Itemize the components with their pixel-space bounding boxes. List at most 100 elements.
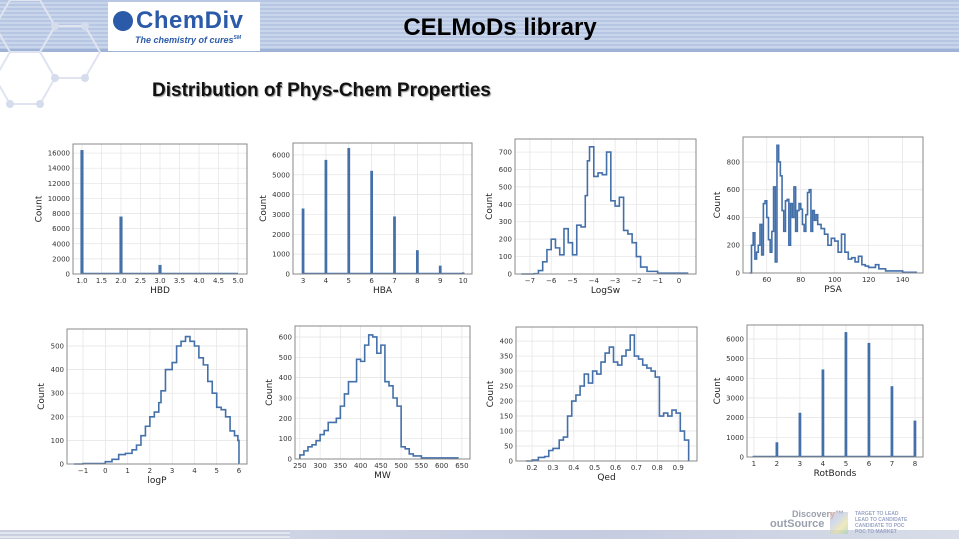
y-tick-label: 100 bbox=[500, 428, 513, 436]
x-axis-label: HBD bbox=[150, 286, 170, 296]
x-tick-label: 3.0 bbox=[154, 277, 165, 285]
outsource-taglines: TARGET TO LEAD LEAD TO CANDIDATE CANDIDA… bbox=[855, 511, 907, 535]
x-tick-label: 80 bbox=[796, 276, 805, 284]
y-tick-label: 2000 bbox=[52, 255, 70, 263]
x-tick-label: 5 bbox=[214, 467, 218, 475]
y-axis-label: Count bbox=[713, 377, 723, 404]
x-tick-label: 100 bbox=[828, 276, 841, 284]
outsource-logo: Discovery™outSource bbox=[770, 509, 844, 530]
tagline-1: TARGET TO LEAD bbox=[855, 511, 899, 517]
y-tick-label: 150 bbox=[500, 413, 513, 421]
page-subtitle: Distribution of Phys-Chem Properties bbox=[152, 80, 491, 101]
y-tick-label: 300 bbox=[499, 218, 512, 226]
plot-area bbox=[295, 326, 470, 459]
histogram-hbd: 1.0 1.5 2.0 2.5 3.0 3.5 4.0 4.5 5.0 0 2000 4000 6000… bbox=[35, 143, 248, 296]
x-tick-label: 6 bbox=[369, 277, 374, 285]
x-tick-label: 1 bbox=[752, 460, 756, 468]
plot-frame bbox=[746, 324, 924, 458]
y-tick-label: 3000 bbox=[272, 211, 290, 219]
x-tick-label: 5 bbox=[347, 277, 351, 285]
x-tick-label: 0.4 bbox=[568, 464, 580, 472]
x-tick-label: 0.9 bbox=[673, 464, 684, 472]
x-tick-label: −1 bbox=[653, 277, 663, 285]
x-tick-label: 120 bbox=[862, 276, 875, 284]
y-tick-label: 1000 bbox=[272, 251, 290, 259]
y-tick-label: 200 bbox=[279, 415, 292, 423]
y-tick-label: 0 bbox=[60, 461, 64, 469]
x-tick-label: 9 bbox=[438, 277, 442, 285]
x-tick-label: 500 bbox=[394, 462, 407, 470]
x-axis-label: PSA bbox=[824, 285, 842, 295]
x-tick-label: −1 bbox=[78, 467, 88, 475]
step-line bbox=[521, 146, 689, 275]
y-tick-label: 500 bbox=[51, 342, 64, 350]
discovery-text: Discovery bbox=[792, 509, 836, 519]
x-tick-label: 450 bbox=[374, 462, 387, 470]
y-tick-label: 0 bbox=[286, 271, 290, 279]
histogram-bar bbox=[775, 442, 779, 457]
x-tick-label: 1.0 bbox=[76, 277, 87, 285]
histogram-bar bbox=[438, 265, 442, 274]
x-tick-label: 4.5 bbox=[213, 277, 224, 285]
y-tick-label: 500 bbox=[499, 183, 512, 191]
y-tick-label: 0 bbox=[508, 271, 512, 279]
step-line bbox=[525, 334, 690, 462]
x-tick-label: 0.2 bbox=[527, 464, 538, 472]
x-tick-label: 1.5 bbox=[96, 277, 107, 285]
x-tick-label: 600 bbox=[435, 462, 448, 470]
histogram-bar bbox=[301, 208, 305, 274]
step-line bbox=[749, 144, 918, 274]
y-tick-label: 10000 bbox=[48, 195, 70, 203]
y-tick-label: 200 bbox=[499, 236, 512, 244]
y-tick-label: 2000 bbox=[726, 414, 744, 422]
footer-band bbox=[0, 530, 959, 539]
histogram-bar bbox=[867, 342, 871, 457]
y-axis-label: Count bbox=[35, 195, 45, 222]
x-tick-label: 8 bbox=[913, 460, 917, 468]
x-tick-label: 0.3 bbox=[547, 464, 558, 472]
chemdiv-logo: ChemDiv The chemistry of curesSM bbox=[108, 2, 260, 51]
y-tick-label: 100 bbox=[499, 253, 512, 261]
x-tick-label: 550 bbox=[415, 462, 428, 470]
y-tick-label: 6000 bbox=[272, 151, 290, 159]
histogram-psa: 60 80 100 120 140 0 200 400 600 800 PSA Count bbox=[713, 136, 924, 295]
x-tick-label: 300 bbox=[313, 462, 326, 470]
plot-frame bbox=[742, 136, 924, 274]
histogram-mw: 250 300 350 400 450 500 550 600 650 0 100 200 300 400… bbox=[265, 325, 471, 481]
x-tick-label: 2 bbox=[148, 467, 152, 475]
x-tick-label: 3 bbox=[170, 467, 174, 475]
x-tick-label: 0.5 bbox=[589, 464, 600, 472]
y-tick-label: 600 bbox=[727, 186, 740, 194]
y-tick-label: 350 bbox=[500, 353, 513, 361]
y-tick-label: 6000 bbox=[726, 335, 744, 343]
x-tick-label: 3.5 bbox=[174, 277, 185, 285]
y-tick-label: 100 bbox=[279, 435, 292, 443]
x-axis-label: HBA bbox=[373, 286, 393, 296]
histogram-hba: 3 4 5 6 7 8 9 10 0 1000 2000 3000 4000 5000 6000 HBA Cou… bbox=[259, 142, 473, 296]
x-tick-label: −4 bbox=[589, 277, 600, 285]
y-tick-label: 300 bbox=[51, 390, 64, 398]
y-tick-label: 5000 bbox=[726, 355, 744, 363]
y-tick-label: 4000 bbox=[52, 240, 70, 248]
y-tick-label: 800 bbox=[727, 158, 740, 166]
footer-stripes bbox=[0, 530, 290, 539]
x-tick-label: 0.7 bbox=[631, 464, 642, 472]
x-axis-label: MW bbox=[374, 471, 391, 481]
y-tick-label: 300 bbox=[500, 368, 513, 376]
x-tick-label: 4.0 bbox=[193, 277, 204, 285]
plot-frame bbox=[66, 328, 248, 465]
x-tick-label: 4 bbox=[192, 467, 197, 475]
y-axis-label: Count bbox=[486, 380, 496, 407]
x-tick-label: 5.0 bbox=[232, 277, 243, 285]
histogram-bar bbox=[119, 216, 123, 274]
x-tick-label: 0.8 bbox=[652, 464, 663, 472]
x-tick-label: 10 bbox=[459, 277, 468, 285]
y-tick-label: 400 bbox=[499, 201, 512, 209]
histogram-bar bbox=[798, 412, 802, 457]
y-tick-label: 1000 bbox=[726, 434, 744, 442]
x-tick-label: 6 bbox=[867, 460, 872, 468]
page-title: CELMoDs library bbox=[403, 14, 597, 41]
x-tick-label: 8 bbox=[415, 277, 419, 285]
y-tick-label: 200 bbox=[500, 398, 513, 406]
plot-area bbox=[67, 329, 247, 464]
